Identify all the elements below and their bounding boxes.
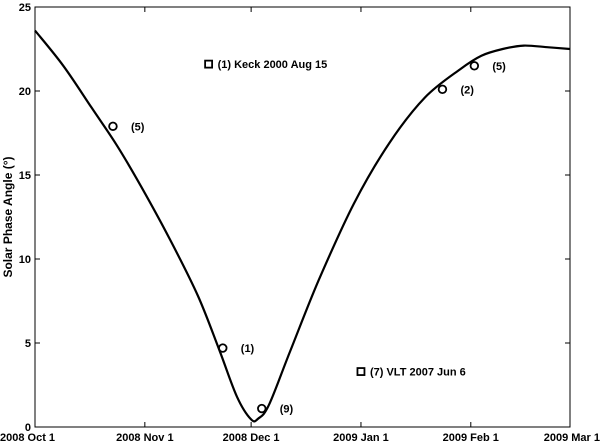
observation-marker bbox=[108, 121, 118, 131]
x-tick-label: 2008 Nov 1 bbox=[116, 432, 173, 443]
x-tick-label: 2008 Oct 1 bbox=[0, 432, 55, 443]
observation-label: (9) bbox=[280, 404, 294, 416]
y-tick-label: 20 bbox=[19, 86, 31, 98]
plot-area-frame bbox=[34, 6, 571, 428]
y-axis: 0 5 10 15 20 25 bbox=[19, 2, 570, 434]
y-tick-label: 25 bbox=[19, 2, 31, 14]
inset-markers: (1) Keck 2000 Aug 15 (7) VLT 2007 Jun 6 bbox=[204, 59, 466, 379]
y-tick-label: 10 bbox=[19, 254, 31, 266]
y-axis-label: Solar Phase Angle (°) bbox=[1, 156, 15, 277]
inset-label: (1) Keck 2000 Aug 15 bbox=[218, 59, 328, 71]
y-tick-label: 5 bbox=[25, 338, 31, 350]
observation-marker bbox=[469, 61, 480, 71]
phase-angle-curve bbox=[34, 29, 571, 423]
y-tick-label: 0 bbox=[25, 422, 31, 434]
x-tick-label: 2008 Dec 1 bbox=[223, 432, 280, 443]
x-tick-label: 2009 Mar 1 bbox=[544, 432, 600, 443]
observation-label: (5) bbox=[131, 121, 145, 133]
x-axis: 2008 Oct 1 2008 Nov 1 2008 Dec 1 2009 Jan 1… bbox=[0, 7, 600, 443]
inset-label: (7) VLT 2007 Jun 6 bbox=[370, 367, 466, 379]
observation-label: (2) bbox=[460, 84, 474, 96]
inset-square-marker bbox=[204, 59, 214, 69]
observation-marker bbox=[257, 403, 267, 414]
x-tick-label: 2009 Jan 1 bbox=[333, 432, 389, 443]
observation-markers: (5) (1) (9) (2) (5) bbox=[108, 61, 506, 416]
observation-marker bbox=[437, 84, 448, 95]
observation-marker bbox=[218, 343, 228, 353]
observation-label: (1) bbox=[241, 343, 255, 355]
observation-label: (5) bbox=[492, 61, 506, 73]
x-tick-label: 2009 Feb 1 bbox=[443, 432, 499, 443]
inset-square-marker bbox=[356, 367, 366, 376]
y-tick-label: 15 bbox=[19, 170, 31, 182]
